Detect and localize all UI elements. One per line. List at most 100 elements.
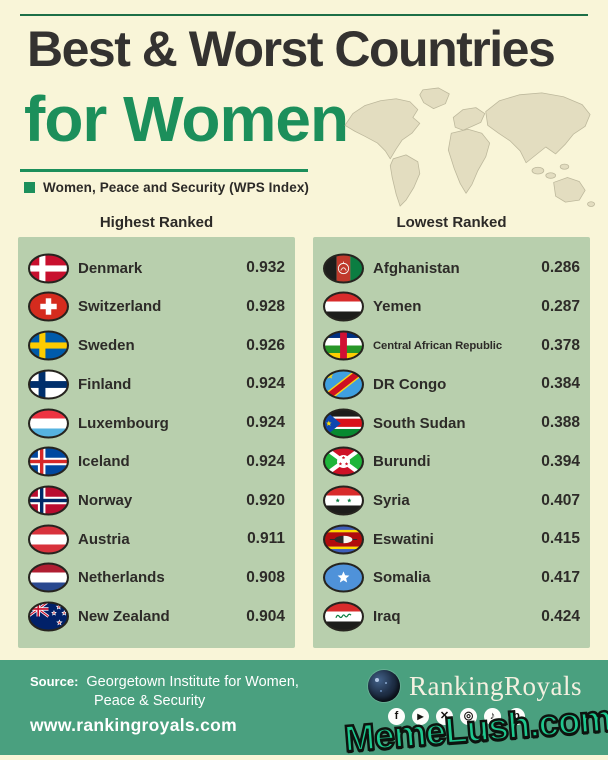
flag-syria-icon bbox=[323, 485, 364, 516]
score-value: 0.932 bbox=[246, 259, 285, 277]
flag-eswatini-icon bbox=[323, 524, 364, 555]
score-value: 0.286 bbox=[541, 259, 580, 277]
score-value: 0.415 bbox=[541, 530, 580, 548]
country-label: Burundi bbox=[373, 453, 431, 471]
table-row: Yemen 0.287 bbox=[323, 291, 580, 322]
table-row: Central African Republic 0.378 bbox=[323, 330, 580, 361]
score-value: 0.924 bbox=[246, 414, 285, 432]
flag-yemen-icon bbox=[323, 291, 364, 322]
score-value: 0.417 bbox=[541, 568, 580, 586]
score-value: 0.928 bbox=[246, 297, 285, 315]
table-row: Netherlands 0.908 bbox=[28, 562, 285, 594]
legend-square-icon bbox=[24, 182, 35, 193]
table-row: Somalia 0.417 bbox=[323, 562, 580, 594]
source-text-line1: Georgetown Institute for Women, bbox=[86, 674, 299, 690]
country-label: Central African Republic bbox=[373, 339, 503, 352]
score-value: 0.924 bbox=[246, 452, 285, 470]
table-row: Iraq 0.424 bbox=[323, 601, 580, 632]
top-divider bbox=[20, 14, 588, 16]
country-label: Sweden bbox=[78, 337, 135, 355]
flag-iraq-icon bbox=[323, 601, 364, 632]
country-label: Afghanistan bbox=[373, 259, 460, 277]
table-row: Eswatini 0.415 bbox=[323, 524, 580, 555]
country-label: Yemen bbox=[373, 298, 422, 316]
score-value: 0.394 bbox=[541, 452, 580, 470]
instagram-icon: ◎ bbox=[460, 708, 477, 725]
flag-switzerland-icon bbox=[28, 291, 69, 322]
youtube-icon: ▶ bbox=[412, 708, 429, 725]
table-row: Finland 0.924 bbox=[28, 369, 285, 400]
table-row: Burundi 0.394 bbox=[323, 446, 580, 477]
flag-finland-icon bbox=[28, 369, 69, 400]
lowest-ranked-heading: Lowest Ranked bbox=[396, 214, 507, 231]
table-row: Austria 0.911 bbox=[28, 524, 285, 555]
country-label: Netherlands bbox=[78, 569, 165, 587]
highest-ranked-heading: Highest Ranked bbox=[99, 214, 214, 231]
table-row: Norway 0.920 bbox=[28, 485, 285, 516]
country-label: Luxembourg bbox=[78, 414, 169, 432]
table-row: New Zealand 0.904 bbox=[28, 601, 285, 632]
country-label: Norway bbox=[78, 492, 133, 510]
footer-banner: Source: Georgetown Institute for Women, … bbox=[0, 660, 608, 755]
score-value: 0.388 bbox=[541, 414, 580, 432]
country-label: Somalia bbox=[373, 569, 431, 587]
facebook-icon: f bbox=[388, 708, 405, 725]
table-row: South Sudan 0.388 bbox=[323, 408, 580, 439]
score-value: 0.407 bbox=[541, 491, 580, 509]
flag-netherlands-icon bbox=[28, 562, 69, 594]
legend-label: Women, Peace and Security (WPS Index) bbox=[43, 180, 310, 195]
flag-luxembourg-icon bbox=[28, 408, 69, 439]
pinterest-icon: p bbox=[508, 708, 525, 725]
flag-central-african-republic-icon bbox=[323, 330, 364, 361]
brand-name: RankingRoyals bbox=[409, 670, 582, 701]
flag-iceland-icon bbox=[28, 446, 69, 477]
country-label: Syria bbox=[373, 492, 410, 510]
page-title-line1: Best & Worst Countries bbox=[27, 21, 556, 77]
flag-burundi-icon bbox=[323, 446, 364, 477]
flag-austria-icon bbox=[28, 524, 69, 555]
table-row: Denmark 0.932 bbox=[28, 253, 285, 284]
country-label: Austria bbox=[78, 530, 130, 548]
table-row: Switzerland 0.928 bbox=[28, 291, 285, 322]
title-underline bbox=[20, 169, 308, 172]
x-twitter-icon: ✕ bbox=[436, 708, 453, 725]
flag-dr-congo-icon bbox=[323, 369, 364, 400]
score-value: 0.924 bbox=[246, 375, 285, 393]
source-label: Source: bbox=[30, 674, 79, 689]
table-row: Iceland 0.924 bbox=[28, 446, 285, 477]
globe-logo-icon bbox=[368, 670, 400, 702]
country-label: Iraq bbox=[373, 608, 401, 626]
flag-denmark-icon bbox=[28, 253, 69, 284]
website-url: www.rankingroyals.com bbox=[30, 715, 237, 735]
source-text-line2: Peace & Security bbox=[94, 692, 206, 709]
world-map bbox=[344, 87, 595, 207]
country-label: Switzerland bbox=[78, 298, 162, 316]
country-label: Denmark bbox=[78, 259, 143, 277]
flag-afghanistan-icon bbox=[323, 253, 364, 284]
score-value: 0.911 bbox=[247, 530, 285, 548]
page-title-line2: for Women bbox=[24, 83, 349, 155]
country-label: Finland bbox=[78, 375, 132, 393]
legend: Women, Peace and Security (WPS Index) bbox=[24, 180, 309, 195]
flag-norway-icon bbox=[28, 485, 69, 516]
table-row: Syria 0.407 bbox=[323, 485, 580, 516]
table-row: Afghanistan 0.286 bbox=[323, 253, 580, 284]
score-value: 0.287 bbox=[541, 297, 580, 315]
source-block: Source: Georgetown Institute for Women, … bbox=[30, 673, 299, 711]
score-value: 0.424 bbox=[541, 607, 580, 625]
score-value: 0.378 bbox=[541, 336, 580, 354]
table-row: Luxembourg 0.924 bbox=[28, 408, 285, 439]
score-value: 0.908 bbox=[246, 568, 285, 586]
score-value: 0.384 bbox=[541, 375, 580, 393]
country-label: Iceland bbox=[78, 453, 130, 471]
tiktok-icon: ♪ bbox=[484, 708, 501, 725]
flag-somalia-icon bbox=[323, 562, 364, 594]
highest-ranked-panel: Denmark 0.932 Switzerland 0.928 Sweden 0… bbox=[18, 237, 295, 648]
country-label: South Sudan bbox=[373, 414, 466, 432]
flag-new-zealand-icon bbox=[28, 601, 69, 632]
country-label: New Zealand bbox=[78, 608, 170, 626]
country-label: Eswatini bbox=[373, 530, 434, 548]
table-row: Sweden 0.926 bbox=[28, 330, 285, 361]
flag-sweden-icon bbox=[28, 330, 69, 361]
